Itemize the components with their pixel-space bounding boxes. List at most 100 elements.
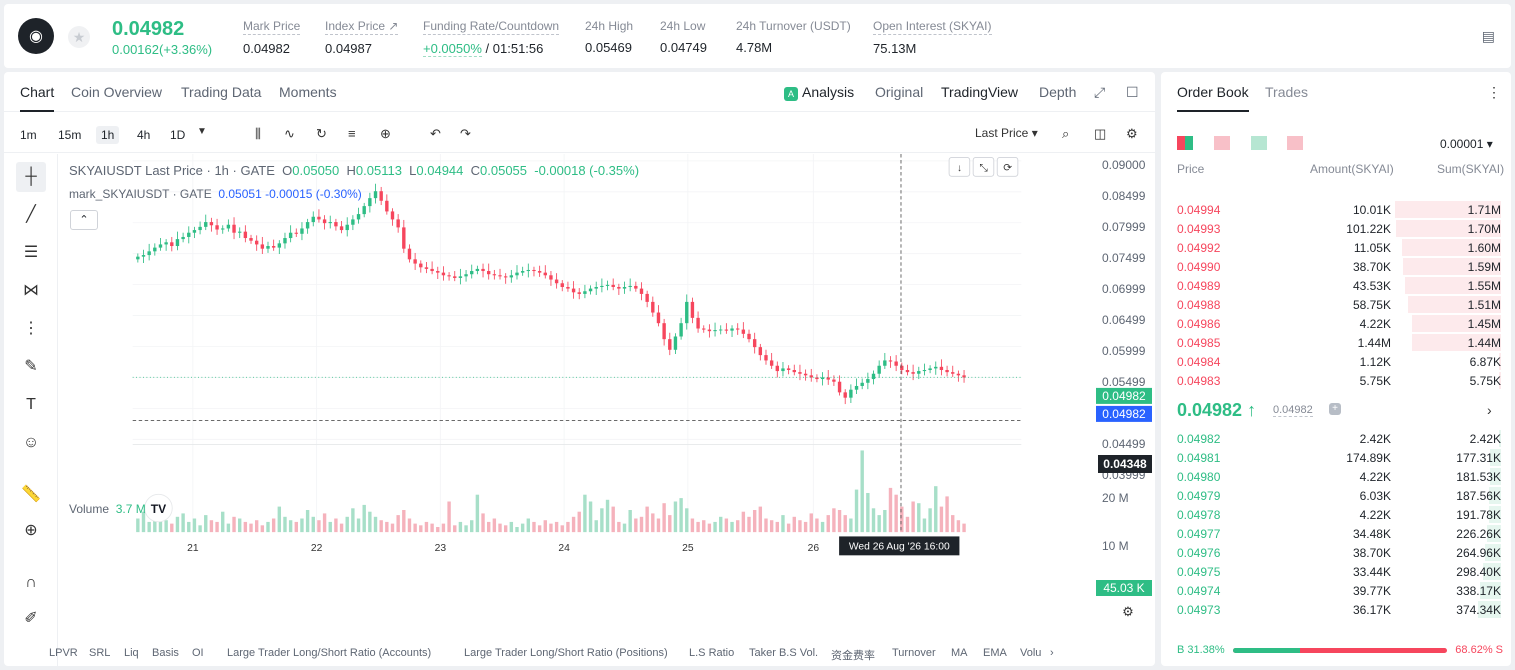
orderbook-row[interactable]: 0.04986 4.22K 1.45M	[1161, 314, 1511, 333]
indicator-tag[interactable]: MA	[951, 647, 968, 659]
add-indicator-icon[interactable]: ⊕	[380, 126, 391, 141]
text-icon[interactable]: T	[26, 396, 36, 413]
camera-icon[interactable]: ◫	[1094, 126, 1107, 141]
indicator-tag[interactable]: LPVR	[49, 647, 78, 659]
search-icon[interactable]: ⌕	[1062, 126, 1070, 141]
tab-trades[interactable]: Trades	[1265, 84, 1309, 100]
indicator-tag[interactable]: Large Trader Long/Short Ratio (Accounts)	[227, 647, 432, 659]
orderbook-row[interactable]: 0.04994 10.01K 1.71M	[1161, 200, 1511, 219]
chevron-down-icon[interactable]: ▼	[197, 126, 207, 137]
chevron-right-icon[interactable]: ›	[1487, 402, 1492, 418]
favorite-star-icon[interactable]: ★	[68, 26, 90, 48]
candle-type-icon[interactable]: ⫼	[255, 126, 261, 141]
tab-coin-overview[interactable]: Coin Overview	[71, 84, 163, 100]
timeframe-4h[interactable]: 4h	[137, 128, 151, 142]
orderbook-row[interactable]: 0.04977 34.48K 226.26K	[1161, 524, 1511, 543]
row-amount: 4.22K	[1359, 508, 1391, 522]
orderbook-row[interactable]: 0.04992 11.05K 1.60M	[1161, 238, 1511, 257]
orderbook-row[interactable]: 0.04985 1.44M 1.44M	[1161, 333, 1511, 352]
gear-icon[interactable]: ⚙	[1126, 126, 1138, 141]
candle	[781, 368, 785, 372]
tab-moments[interactable]: Moments	[279, 84, 337, 100]
orderbook-row[interactable]: 0.04980 4.22K 181.53K	[1161, 467, 1511, 486]
mode-depth[interactable]: Depth	[1039, 84, 1077, 100]
redo-icon[interactable]: ↷	[460, 126, 471, 141]
volume-bar	[583, 494, 587, 533]
orderbook-row[interactable]: 0.04988 58.75K 1.51M	[1161, 295, 1511, 314]
orderbook-row[interactable]: 0.04993 101.22K 1.70M	[1161, 219, 1511, 238]
orderbook-row[interactable]: 0.04978 4.22K 191.78K	[1161, 505, 1511, 524]
orderbook-row[interactable]: 0.04981 174.89K 177.31K	[1161, 448, 1511, 467]
indicator-tag[interactable]: L.S Ratio	[689, 647, 735, 659]
indicator-tag[interactable]: Liq	[124, 647, 139, 659]
fib-icon[interactable]: ☰	[23, 244, 39, 261]
analysis-button[interactable]: A Analysis	[784, 84, 854, 101]
orderbook-row[interactable]: 0.04983 5.75K 5.75K	[1161, 371, 1511, 390]
volume-bar	[373, 516, 378, 533]
templates-icon[interactable]: ≡	[348, 126, 356, 141]
candle	[764, 355, 768, 361]
stat-index-price[interactable]: Index Price ↗ 0.04987	[325, 19, 399, 56]
view-large-icon[interactable]	[1287, 136, 1303, 150]
pattern-icon[interactable]: ⋈	[23, 282, 39, 299]
collapse-legend-button[interactable]: ⌃	[70, 210, 98, 230]
orderbook-row[interactable]: 0.04982 2.42K 2.42K	[1161, 429, 1511, 448]
price-axis[interactable]: 0.09000 0.08499 0.07999 0.07499 0.06999 0.064…	[1094, 154, 1155, 666]
orderbook-row[interactable]: 0.04974 39.77K 338.17K	[1161, 581, 1511, 600]
more-icon[interactable]: ⋮	[1487, 84, 1501, 100]
orderbook-row[interactable]: 0.04973 36.17K 374.34K	[1161, 600, 1511, 619]
view-bids-icon[interactable]	[1251, 136, 1267, 150]
drawing-toolbar: ┼ ╱ ☰ ⋈ ⋮ ✎ T ☺ 📏 ⊕ ∩ ✐	[4, 154, 58, 666]
timeframe-1h[interactable]: 1h	[96, 126, 120, 144]
document-icon[interactable]: ▤	[1481, 28, 1495, 44]
undo-icon[interactable]: ↶	[430, 126, 441, 141]
mode-original[interactable]: Original	[875, 84, 924, 100]
view-asks-icon[interactable]	[1214, 136, 1230, 150]
tab-order-book[interactable]: Order Book	[1177, 84, 1249, 112]
orderbook-row[interactable]: 0.04984 1.12K 6.87K	[1161, 352, 1511, 371]
volume-bar	[543, 520, 547, 533]
indicator-tag[interactable]: Volu	[1020, 647, 1042, 659]
expand-icon[interactable]: ⤢	[1094, 84, 1106, 100]
projection-icon[interactable]: ⋮	[23, 320, 39, 337]
pencil-icon[interactable]: ✐	[24, 610, 38, 627]
chevron-right-icon[interactable]: ›	[1050, 647, 1054, 659]
ruler-icon[interactable]: 📏	[21, 486, 41, 503]
trend-line-icon[interactable]: ╱	[26, 206, 36, 223]
brush-icon[interactable]: ✎	[24, 358, 38, 375]
timeframe-15m[interactable]: 15m	[58, 128, 82, 142]
indicators-icon[interactable]: ∿	[284, 126, 295, 141]
candlestick-chart[interactable]: 21 22 23 24 25 26 Wed 26 Aug '26 16:00 TV ↓ ⤡ ⟳	[60, 154, 1094, 594]
indicator-tag[interactable]: EMA	[983, 647, 1007, 659]
volume-bar	[628, 510, 632, 533]
indicator-tag[interactable]: SRL	[89, 647, 111, 659]
replay-icon[interactable]: ↻	[316, 126, 327, 141]
candle	[786, 368, 791, 371]
timeframe-1m[interactable]: 1m	[20, 128, 37, 142]
indicator-tag[interactable]: Taker B.S Vol.	[749, 647, 819, 659]
orderbook-row[interactable]: 0.04976 38.70K 264.96K	[1161, 543, 1511, 562]
indicator-tag[interactable]: Turnover	[892, 647, 936, 659]
indicator-tag[interactable]: OI	[192, 647, 204, 659]
orderbook-row[interactable]: 0.04975 33.44K 298.40K	[1161, 562, 1511, 581]
orderbook-row[interactable]: 0.04990 38.70K 1.59M	[1161, 257, 1511, 276]
crosshair-icon[interactable]: ┼	[16, 162, 46, 192]
orderbook-row[interactable]: 0.04979 6.03K 187.56K	[1161, 486, 1511, 505]
indicator-tag[interactable]: Basis	[152, 647, 179, 659]
volume-bar	[141, 511, 146, 533]
emoji-icon[interactable]: ☺	[22, 434, 40, 451]
precision-select[interactable]: 0.00001 ▾	[1440, 137, 1493, 151]
magnet-icon[interactable]: ∩	[25, 574, 37, 591]
mode-tradingview[interactable]: TradingView	[941, 84, 1019, 100]
indicator-tag[interactable]: Large Trader Long/Short Ratio (Positions…	[464, 647, 668, 659]
timeframe-1d[interactable]: 1D	[170, 128, 186, 142]
tab-chart[interactable]: Chart	[20, 84, 55, 112]
volume-bar	[752, 510, 757, 533]
zoom-in-icon[interactable]: ⊕	[24, 522, 38, 539]
window-icon[interactable]: ☐	[1126, 84, 1139, 100]
indicator-tag[interactable]: 资金费率	[831, 650, 875, 662]
price-source-select[interactable]: Last Price ▾	[975, 126, 1038, 140]
view-both-icon[interactable]	[1177, 136, 1193, 150]
orderbook-row[interactable]: 0.04989 43.53K 1.55M	[1161, 276, 1511, 295]
tab-trading-data[interactable]: Trading Data	[181, 84, 262, 100]
